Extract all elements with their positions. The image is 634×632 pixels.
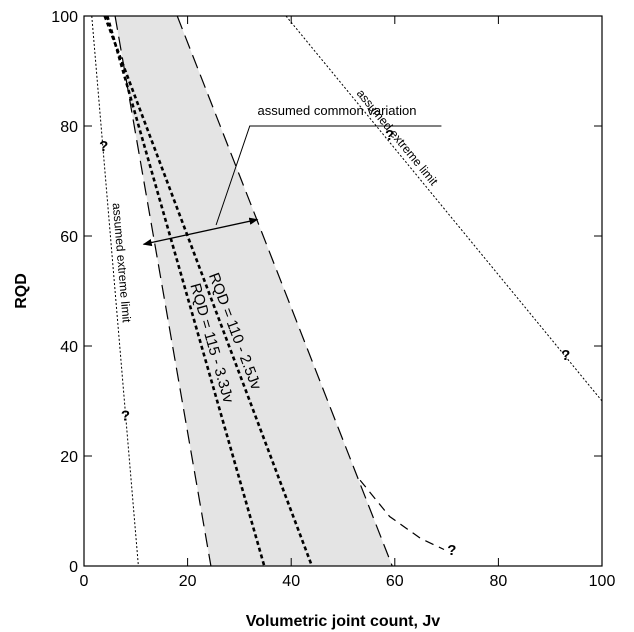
band-width-arrow [142, 217, 259, 247]
shaded-band [115, 16, 393, 566]
question-mark-0: ? [99, 138, 108, 155]
band-right-edge [176, 15, 393, 567]
label-extreme-left: assumed extreme limit [110, 202, 134, 323]
x-tick-label: 20 [179, 573, 197, 590]
band-label: assumed common variation [258, 103, 417, 118]
x-tick-label: 100 [589, 573, 616, 590]
series-line-3 [285, 15, 603, 402]
x-axis-title: Volumetric joint count, Jv [246, 613, 440, 630]
band-left-edge [114, 15, 212, 567]
y-tick-label: 20 [60, 449, 78, 466]
shaded-band-layer [114, 15, 393, 567]
series-layer [91, 15, 603, 567]
x-tick-label: 80 [490, 573, 508, 590]
x-tick-label: 60 [386, 573, 404, 590]
x-tick-label: 40 [282, 573, 300, 590]
question-mark-4: ? [447, 542, 456, 559]
y-tick-label: 0 [69, 559, 78, 576]
y-tick-label: 40 [60, 339, 78, 356]
plot-frame [83, 15, 603, 567]
question-mark-3: ? [561, 347, 570, 364]
series-line-4 [359, 479, 445, 551]
band-label-leader [215, 125, 442, 226]
tick-layer: 0 20 40 60 80 100 0 20 40 60 80 100 [51, 9, 615, 590]
question-mark-1: ? [121, 407, 130, 424]
x-tick-label: 0 [80, 573, 89, 590]
y-tick-label: 60 [60, 229, 78, 246]
series-line-0 [106, 15, 266, 567]
y-tick-label: 100 [51, 9, 78, 26]
y-axis-title: RQD [13, 273, 30, 309]
label-extreme-right: assumed extreme limit [354, 87, 441, 189]
y-tick-label: 80 [60, 119, 78, 136]
question-mark-2: ? [385, 127, 394, 144]
